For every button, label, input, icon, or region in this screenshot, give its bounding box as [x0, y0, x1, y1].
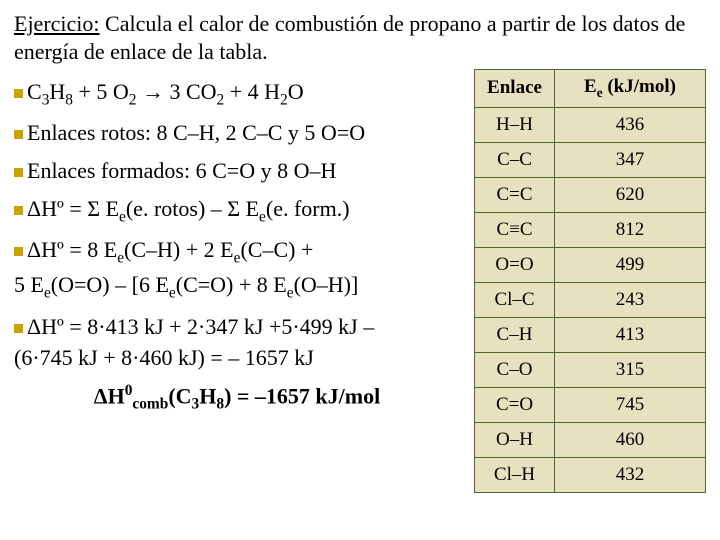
sub: e [44, 285, 51, 302]
value-cell: 812 [555, 212, 706, 247]
value-cell: 460 [555, 422, 706, 457]
txt: (O–H)] [294, 272, 359, 297]
dh-expand-line-1: ΔHº = 8 Ee(C–H) + 2 Ee(C–C) + [14, 236, 460, 268]
table-row: O–H460 [475, 422, 706, 457]
txt: C [27, 79, 42, 104]
bond-cell: C=O [475, 387, 555, 422]
value-cell: 436 [555, 107, 706, 142]
txt: ΔHº = 8 E [27, 237, 117, 262]
txt: (C [168, 383, 191, 408]
slide: Ejercicio: Calcula el calor de combustió… [0, 0, 720, 540]
txt: (6·745 kJ + 8·460 kJ) = – 1657 kJ [14, 345, 314, 370]
dh-expand-line-2: 5 Ee(O=O) – [6 Ee(C=O) + 8 Ee(O–H)] [14, 271, 460, 303]
value-cell: 243 [555, 282, 706, 317]
bond-energy-table: Enlace Ee (kJ/mol) H–H436C–C347C=C620C≡C… [474, 69, 706, 493]
bullet-icon [14, 247, 23, 256]
value-cell: 499 [555, 247, 706, 282]
txt: (e. rotos) – Σ E [126, 196, 259, 221]
exercise-text: Calcula el calor de combustión de propan… [14, 11, 685, 64]
sub: e [119, 208, 126, 225]
txt: + 5 O [73, 79, 129, 104]
txt: (e. form.) [266, 196, 350, 221]
table-row: C–H413 [475, 317, 706, 352]
txt: ΔHº = 8·413 kJ + 2·347 kJ +5·499 kJ – [27, 314, 374, 339]
result-line: ΔH0comb(C3H8) = –1657 kJ/mol [14, 382, 460, 414]
bond-cell: C=C [475, 177, 555, 212]
table-body: H–H436C–C347C=C620C≡C812O=O499Cl–C243C–H… [475, 107, 706, 492]
table-row: C–C347 [475, 142, 706, 177]
bullet-icon [14, 206, 23, 215]
txt: H [199, 383, 216, 408]
bond-cell: Cl–C [475, 282, 555, 317]
txt: ΔH [94, 383, 125, 408]
bullet-icon [14, 130, 23, 139]
txt: H [49, 79, 65, 104]
txt: O [288, 79, 304, 104]
bond-cell: C–H [475, 317, 555, 352]
sub: 8 [216, 396, 224, 413]
value-cell: 432 [555, 457, 706, 492]
formed-bonds-line: Enlaces formados: 6 C=O y 8 O–H [14, 157, 460, 186]
sub: e [287, 285, 294, 302]
sub: e [169, 285, 176, 302]
dh-calc-line-1: ΔHº = 8·413 kJ + 2·347 kJ +5·499 kJ – [14, 313, 460, 342]
txt: → 3 CO [136, 79, 216, 104]
txt: Enlaces formados: 6 C=O y 8 O–H [27, 158, 336, 183]
table-row: Cl–H432 [475, 457, 706, 492]
txt: (kJ/mol) [603, 76, 676, 97]
table-row: H–H436 [475, 107, 706, 142]
exercise-heading: Ejercicio: Calcula el calor de combustió… [14, 10, 706, 65]
txt: (C–C) + [240, 237, 313, 262]
broken-bonds-line: Enlaces rotos: 8 C–H, 2 C–C y 5 O=O [14, 119, 460, 148]
table-row: C≡C812 [475, 212, 706, 247]
table-row: C=O745 [475, 387, 706, 422]
txt: 5 E [14, 272, 44, 297]
bullet-icon [14, 168, 23, 177]
bond-cell: O=O [475, 247, 555, 282]
sub: comb [132, 396, 168, 413]
txt: Enlaces rotos: 8 C–H, 2 C–C y 5 O=O [27, 120, 365, 145]
header-bond: Enlace [475, 70, 555, 108]
sub: 8 [65, 91, 73, 108]
sub: 2 [280, 91, 288, 108]
txt: (C–H) + 2 E [124, 237, 234, 262]
header-energy: Ee (kJ/mol) [555, 70, 706, 108]
value-cell: 347 [555, 142, 706, 177]
bullet-icon [14, 89, 23, 98]
dh-sum-line: ΔHº = Σ Ee(e. rotos) – Σ Ee(e. form.) [14, 195, 460, 227]
content-left: C3H8 + 5 O2 → 3 CO2 + 4 H2O Enlaces roto… [14, 69, 464, 530]
txt: E [584, 76, 597, 97]
txt: (C=O) + 8 E [176, 272, 287, 297]
table-header-row: Enlace Ee (kJ/mol) [475, 70, 706, 108]
exercise-label: Ejercicio: [14, 11, 100, 36]
value-cell: 315 [555, 352, 706, 387]
sub: e [259, 208, 266, 225]
txt: ) = –1657 kJ/mol [224, 383, 380, 408]
table-row: Cl–C243 [475, 282, 706, 317]
table-row: C=C620 [475, 177, 706, 212]
txt: ΔHº = Σ E [27, 196, 119, 221]
dh-calc-line-2: (6·745 kJ + 8·460 kJ) = – 1657 kJ [14, 344, 460, 373]
bond-cell: Cl–H [475, 457, 555, 492]
value-cell: 745 [555, 387, 706, 422]
txt: + 4 H [224, 79, 280, 104]
bond-cell: C≡C [475, 212, 555, 247]
bullet-icon [14, 324, 23, 333]
reaction-line: C3H8 + 5 O2 → 3 CO2 + 4 H2O [14, 78, 460, 110]
table-row: O=O499 [475, 247, 706, 282]
main-area: C3H8 + 5 O2 → 3 CO2 + 4 H2O Enlaces roto… [14, 69, 706, 530]
bond-cell: H–H [475, 107, 555, 142]
value-cell: 620 [555, 177, 706, 212]
bond-cell: O–H [475, 422, 555, 457]
bond-cell: C–C [475, 142, 555, 177]
bond-cell: C–O [475, 352, 555, 387]
table-row: C–O315 [475, 352, 706, 387]
bond-table-wrap: Enlace Ee (kJ/mol) H–H436C–C347C=C620C≡C… [474, 69, 706, 530]
value-cell: 413 [555, 317, 706, 352]
txt: (O=O) – [6 E [51, 272, 169, 297]
